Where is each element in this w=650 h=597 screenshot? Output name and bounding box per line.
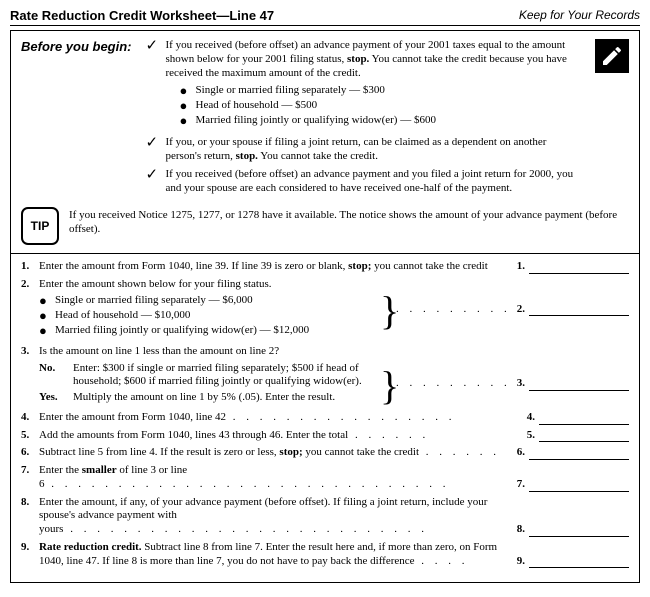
step-8-text: Enter the amount, if any, of your advanc… [39,496,511,537]
blank-1[interactable] [529,263,629,274]
step-1: 1. Enter the amount from Form 1040, line… [21,260,629,274]
amount-mfj: Married filing jointly or qualifying wid… [196,114,436,128]
divider [11,253,639,254]
step-6: 6. Subtract line 5 from line 4. If the r… [21,446,629,460]
leader-dots: . . . . . . . . . [396,303,511,317]
step-3-no: No. Enter: $300 if single or married fil… [39,362,380,390]
ans-num-3: 3. [517,377,525,391]
check-icon: ✓ [146,168,160,196]
step-9-text: Rate reduction credit. Subtract line 8 f… [39,541,511,569]
check-icon: ✓ [146,136,160,164]
step-num-6: 6. [21,446,39,460]
brace-icon: } [380,370,396,398]
s2-b2: Head of household — $10,000 [55,309,190,323]
tip-row: TIP If you received Notice 1275, 1277, o… [21,207,629,245]
step-9: 9. Rate reduction credit. Subtract line … [21,541,629,569]
ans-num-1: 1. [517,260,525,274]
step-3-no-text: Enter: $300 if single or married filing … [73,362,380,390]
s2-b3: Married filing jointly or qualifying wid… [55,324,309,338]
blank-4[interactable] [539,414,629,425]
ans-num-5: 5. [527,429,535,443]
step-4-text: Enter the amount from Form 1040, line 42 [39,411,226,423]
steps: 1. Enter the amount from Form 1040, line… [21,260,629,568]
blank-2[interactable] [529,305,629,316]
step-4: 4. Enter the amount from Form 1040, line… [21,411,629,425]
brace-icon: } [380,295,396,323]
blank-5[interactable] [539,431,629,442]
step-2-lead: Enter the amount shown below for your fi… [39,278,380,292]
pencil-icon [595,39,629,73]
ans-num-4: 4. [527,411,535,425]
ans-num-8: 8. [517,523,525,537]
ans-num-2: 2. [517,303,525,317]
leader-dots: . . . . . . [348,429,429,441]
step-num-7: 7. [21,464,39,492]
ans-num-7: 7. [517,478,525,492]
worksheet-box: Before you begin: ✓ If you received (bef… [10,30,640,583]
step-num-4: 4. [21,411,39,425]
check-item-3: ✓ If you received (before offset) an adv… [146,168,581,196]
status-amounts: ●Single or married filing separately — $… [180,84,581,129]
step-2: 2. Enter the amount shown below for your… [21,278,629,341]
no-tag: No. [39,362,73,390]
check-text-2: If you, or your spouse if filing a joint… [166,136,581,164]
blank-6[interactable] [529,449,629,460]
step-6-text: Subtract line 5 from line 4. If the resu… [39,446,511,460]
step-7: 7. Enter the smaller of line 3 or line 6… [21,464,629,492]
amount-single: Single or married filing separately — $3… [196,84,385,98]
before-label: Before you begin: [21,39,132,199]
step-num-1: 1. [21,260,39,274]
worksheet-title: Rate Reduction Credit Worksheet—Line 47 [10,8,274,24]
step-num-5: 5. [21,429,39,443]
check-icon: ✓ [146,39,160,132]
amount-hoh: Head of household — $500 [196,99,318,113]
ans-num-6: 6. [517,446,525,460]
step-num-2: 2. [21,278,39,292]
before-you-begin: Before you begin: ✓ If you received (bef… [21,39,629,199]
check-text-1: If you received (before offset) an advan… [166,39,567,79]
step-num-8: 8. [21,496,39,537]
step-8: 8. Enter the amount, if any, of your adv… [21,496,629,537]
leader-dots: . . . . . . . . . . . . . . . . . [226,411,456,423]
step-num-9: 9. [21,541,39,569]
tip-text: If you received Notice 1275, 1277, or 12… [69,207,629,237]
yes-tag: Yes. [39,391,73,405]
s2-b1: Single or married filing separately — $6… [55,294,253,308]
titlebar: Rate Reduction Credit Worksheet—Line 47 … [10,8,640,26]
blank-9[interactable] [529,557,629,568]
blank-8[interactable] [529,526,629,537]
step-3-yes: Yes. Multiply the amount on line 1 by 5%… [39,391,380,405]
step-5: 5. Add the amounts from Form 1040, lines… [21,429,629,443]
worksheet: Rate Reduction Credit Worksheet—Line 47 … [0,0,650,597]
step-7-text: Enter the smaller of line 3 or line 6 . … [39,464,511,492]
check-item-1: ✓ If you received (before offset) an adv… [146,39,581,132]
blank-7[interactable] [529,481,629,492]
before-checks: ✓ If you received (before offset) an adv… [146,39,581,199]
step-3-lead: Is the amount on line 1 less than the am… [39,345,279,359]
ans-num-9: 9. [517,555,525,569]
tip-icon: TIP [21,207,59,245]
step-2-bullets: ●Single or married filing separately — $… [39,294,380,339]
step-3: 3. Is the amount on line 1 less than the… [21,345,629,407]
check-item-2: ✓ If you, or your spouse if filing a joi… [146,136,581,164]
blank-3[interactable] [529,380,629,391]
step-5-text: Add the amounts from Form 1040, lines 43… [39,429,348,441]
keep-for-records: Keep for Your Records [519,8,640,24]
step-num-3: 3. [21,345,39,359]
leader-dots: . . . . . . . . . [396,377,511,391]
check-text-3: If you received (before offset) an advan… [166,168,581,196]
step-3-yes-text: Multiply the amount on line 1 by 5% (.05… [73,391,380,405]
step-1-text: Enter the amount from Form 1040, line 39… [39,260,511,274]
